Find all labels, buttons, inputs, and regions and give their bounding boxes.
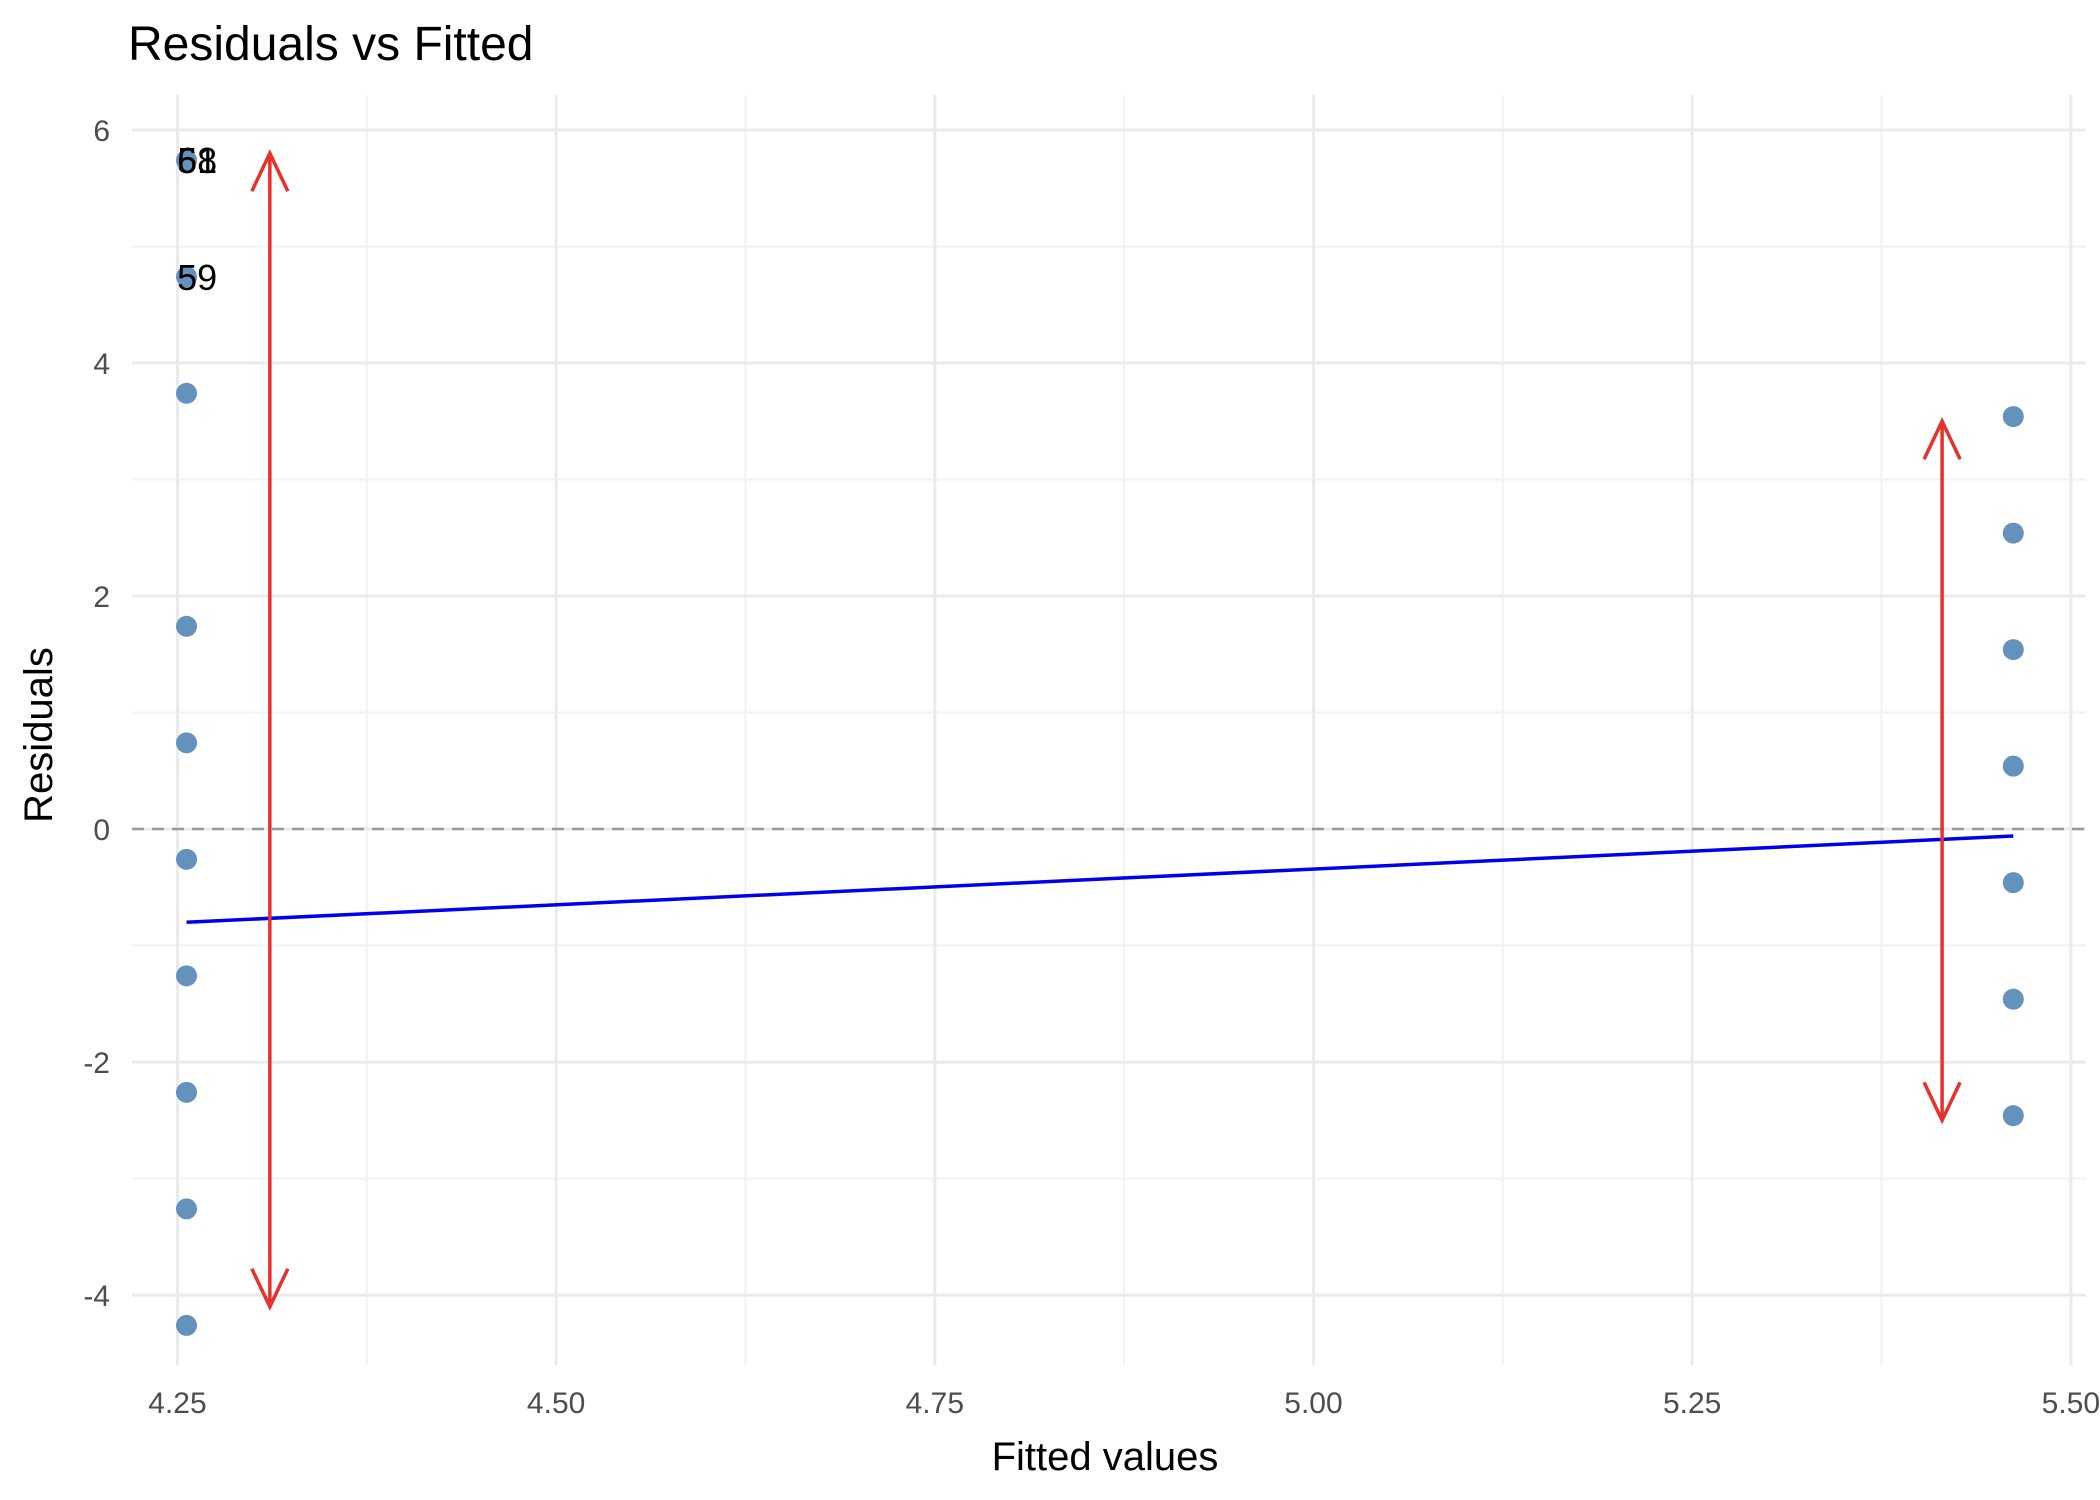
data-point [176, 965, 198, 987]
point-label: 59 [177, 257, 217, 298]
x-tick-label: 4.50 [527, 1387, 585, 1420]
x-tick-label: 5.50 [2042, 1387, 2100, 1420]
axis-layer: 4.25 4.50 4.75 5.00 5.25 5.50 -4 -2 0 2 4 6 [83, 115, 2100, 1420]
y-axis-title: Residuals [17, 647, 61, 823]
spread-arrow-head-up [250, 149, 290, 193]
data-point [176, 382, 198, 404]
data-point [176, 732, 198, 754]
x-tick-label: 4.25 [148, 1387, 206, 1420]
x-tick-label: 5.00 [1284, 1387, 1342, 1420]
data-point [176, 1314, 198, 1336]
data-point [176, 149, 198, 171]
data-point [2002, 522, 2024, 544]
spread-arrow-head-up [1922, 417, 1962, 460]
spread-arrow-head-down [250, 1267, 290, 1311]
chart-title: Residuals vs Fitted [128, 18, 534, 71]
data-point [2002, 1105, 2024, 1127]
data-point [2002, 872, 2024, 894]
x-tick-label: 4.75 [906, 1387, 964, 1420]
y-tick-label: 2 [93, 581, 110, 614]
y-tick-label: -2 [83, 1047, 110, 1080]
point-label: 68 [177, 140, 217, 181]
data-point [176, 266, 198, 288]
spread-arrow-head-down [1922, 1081, 1962, 1125]
data-point [2002, 639, 2024, 661]
points-layer [176, 149, 2024, 1336]
y-tick-label: 4 [93, 348, 110, 381]
data-point [2002, 755, 2024, 777]
reference-layer [132, 827, 2086, 924]
point-label: 51 [177, 140, 217, 181]
data-point [176, 615, 198, 637]
y-tick-label: 6 [93, 115, 110, 148]
data-point [176, 1081, 198, 1103]
x-tick-label: 5.25 [1663, 1387, 1721, 1420]
grid-layer [132, 95, 2086, 1365]
y-tick-label: 0 [93, 814, 110, 847]
arrow-layer [250, 149, 1962, 1311]
y-tick-label: -4 [83, 1280, 110, 1313]
x-axis-title: Fitted values [992, 1435, 1219, 1479]
data-point [2002, 988, 2024, 1010]
loess-trend-line [186, 834, 2014, 924]
data-point [2002, 406, 2024, 428]
data-point [176, 1198, 198, 1220]
data-point [176, 848, 198, 870]
